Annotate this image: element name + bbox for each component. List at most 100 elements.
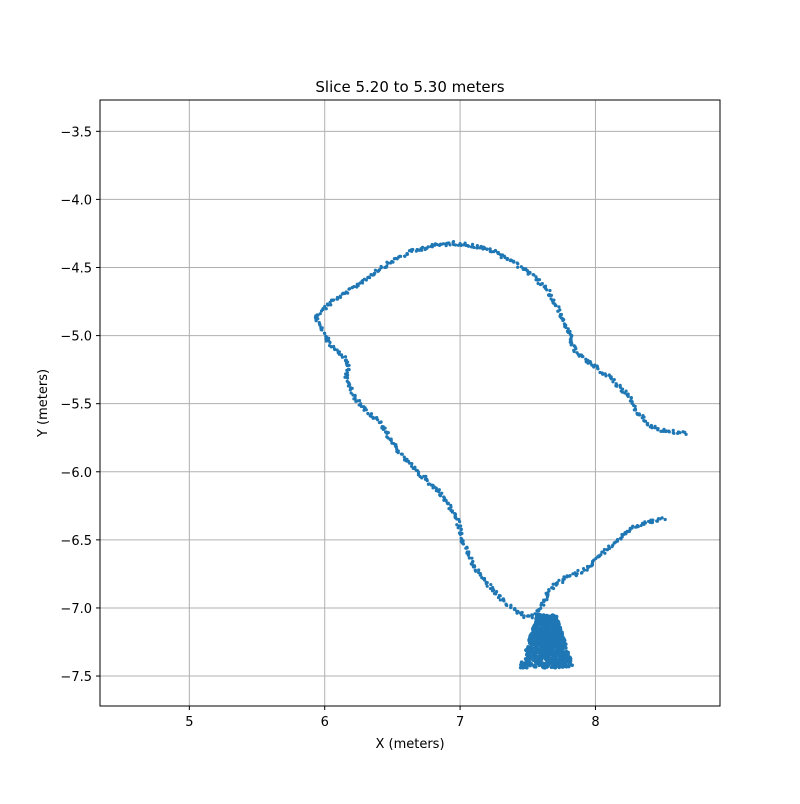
- y-tick-label: −5.5: [60, 398, 92, 413]
- data-point: [431, 486, 435, 490]
- data-point: [570, 334, 574, 338]
- y-tick-label: −7.0: [60, 602, 92, 617]
- data-point: [328, 340, 332, 345]
- x-axis-ticks: 5 6 7 8: [185, 706, 600, 730]
- data-point: [664, 429, 668, 434]
- data-point: [383, 426, 387, 430]
- data-point: [530, 616, 534, 620]
- data-point: [348, 388, 352, 392]
- data-point: [459, 243, 463, 247]
- data-point: [509, 606, 513, 610]
- data-point: [684, 432, 688, 436]
- data-point: [606, 547, 610, 551]
- data-point: [607, 544, 611, 548]
- data-point: [630, 526, 634, 530]
- data-point: [502, 254, 507, 258]
- data-point: [467, 556, 471, 560]
- data-point: [499, 256, 503, 260]
- data-point: [385, 264, 389, 268]
- data-point: [626, 394, 630, 398]
- data-point: [555, 648, 560, 653]
- data-point: [620, 535, 624, 539]
- data-point: [527, 614, 531, 618]
- data-point: [551, 582, 555, 586]
- y-axis-ticks: −3.5 −4.0 −4.5 −5.0 −5.5 −6.0 −6.5 −7.0 −7.5: [60, 125, 100, 685]
- data-point: [530, 627, 535, 631]
- data-point: [550, 586, 554, 590]
- data-point: [528, 637, 533, 641]
- data-point: [536, 281, 540, 286]
- data-point: [537, 278, 542, 282]
- data-point: [523, 657, 528, 661]
- data-point: [554, 583, 558, 587]
- data-point: [558, 313, 563, 317]
- data-point: [502, 599, 506, 603]
- data-point: [551, 644, 556, 649]
- data-point: [425, 478, 429, 482]
- data-point: [566, 655, 571, 660]
- y-tick-label: −6.5: [60, 534, 92, 549]
- data-point: [347, 368, 351, 372]
- data-points: [313, 239, 688, 670]
- data-point: [323, 304, 327, 309]
- data-point: [463, 241, 467, 245]
- data-point: [612, 541, 617, 545]
- data-point: [377, 268, 382, 272]
- data-point: [347, 363, 351, 367]
- data-point: [516, 609, 520, 614]
- data-point: [529, 649, 534, 653]
- data-point: [581, 355, 585, 359]
- data-point: [632, 403, 636, 408]
- data-point: [559, 663, 563, 667]
- data-point: [567, 663, 572, 667]
- data-point: [564, 325, 568, 330]
- data-point: [475, 246, 479, 250]
- data-point: [542, 598, 546, 602]
- data-point: [533, 663, 537, 668]
- data-point: [379, 264, 383, 269]
- data-point: [389, 439, 393, 443]
- data-point: [572, 349, 576, 354]
- data-point: [540, 620, 545, 625]
- data-point: [655, 519, 659, 523]
- data-point: [345, 376, 350, 380]
- data-point: [522, 615, 526, 620]
- data-point: [393, 444, 398, 448]
- data-point: [485, 247, 489, 251]
- data-point: [581, 567, 586, 571]
- data-point: [552, 637, 557, 642]
- data-point: [483, 578, 487, 582]
- data-point: [544, 653, 549, 657]
- data-point: [610, 545, 614, 549]
- data-point: [563, 655, 567, 660]
- data-point: [403, 254, 407, 258]
- data-point: [596, 367, 600, 371]
- data-point: [559, 645, 564, 650]
- data-point: [459, 524, 463, 528]
- data-point: [550, 618, 554, 622]
- data-point: [576, 568, 580, 573]
- data-point: [324, 339, 328, 343]
- data-point: [528, 271, 532, 275]
- data-point: [564, 650, 569, 655]
- data-point: [399, 452, 404, 456]
- data-point: [568, 574, 572, 578]
- data-point: [479, 573, 483, 577]
- data-point: [561, 642, 566, 646]
- data-point: [544, 647, 548, 651]
- data-point: [539, 640, 544, 645]
- data-point: [493, 248, 498, 253]
- data-point: [430, 245, 434, 249]
- data-point: [603, 551, 607, 555]
- data-point: [599, 553, 603, 557]
- data-point: [539, 654, 543, 658]
- data-point: [601, 372, 605, 376]
- data-point: [466, 553, 470, 557]
- data-point: [550, 641, 554, 646]
- data-point: [586, 566, 590, 570]
- data-point: [567, 659, 571, 664]
- data-point: [671, 428, 675, 432]
- data-point: [453, 243, 458, 247]
- data-point: [335, 348, 339, 352]
